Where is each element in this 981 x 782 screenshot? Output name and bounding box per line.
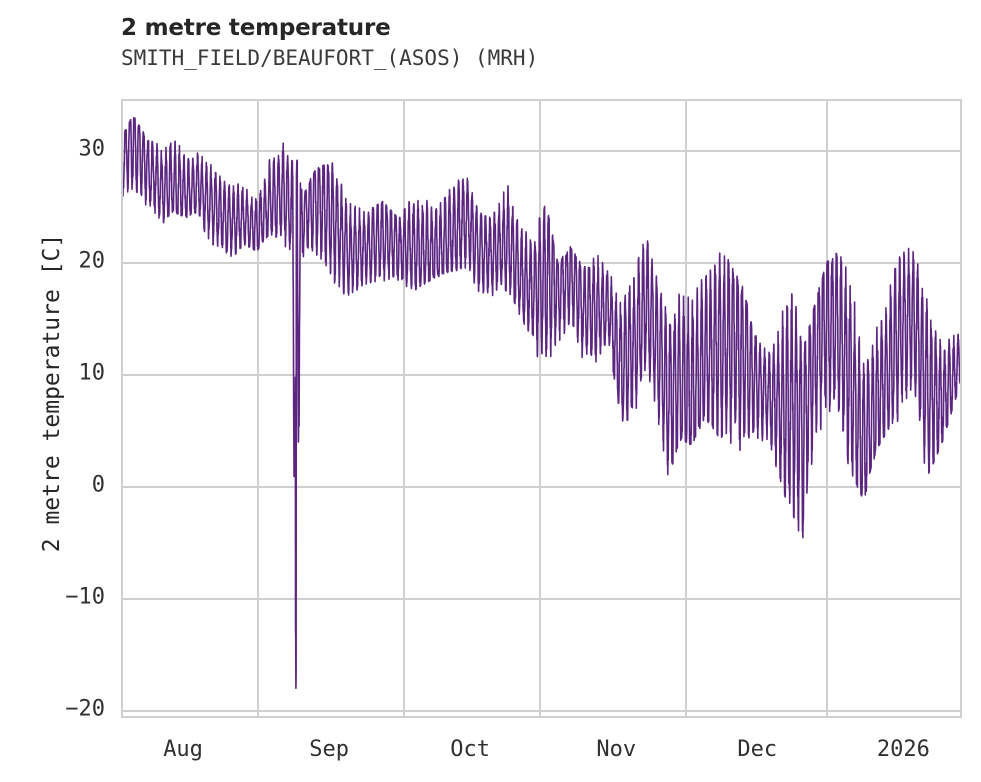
y-tick-label: −10 [65, 584, 105, 610]
y-tick-label: 30 [78, 136, 106, 162]
gridline-vertical [539, 101, 542, 716]
gridline-horizontal [123, 598, 960, 601]
gridline-vertical [826, 101, 829, 716]
y-axis-tick-labels: 30 20 10 0 −10 −20 [0, 99, 106, 722]
temperature-series [123, 101, 960, 716]
gridline-horizontal [123, 486, 960, 489]
x-tick-label: Nov [596, 737, 637, 762]
x-tick-label: Dec [737, 737, 778, 762]
gridline-horizontal [123, 262, 960, 265]
gridline-horizontal [123, 374, 960, 377]
gridline-horizontal [123, 710, 960, 713]
gridline-horizontal [123, 150, 960, 153]
y-tick-label: 20 [78, 248, 106, 274]
gridline-vertical [403, 101, 406, 716]
y-tick-label: 0 [91, 472, 105, 498]
chart-title: 2 metre temperature [121, 15, 391, 41]
series-line [123, 118, 960, 689]
x-axis-tick-labels: Aug Sep Oct Nov Dec 2026 [121, 737, 962, 771]
chart-subtitle: SMITH_FIELD/BEAUFORT_(ASOS) (MRH) [121, 46, 539, 70]
x-tick-label: Sep [309, 737, 350, 762]
y-tick-label: −20 [65, 696, 105, 722]
x-tick-label: Oct [450, 737, 491, 762]
gridline-vertical [257, 101, 260, 716]
x-tick-label: Aug [163, 737, 203, 762]
x-tick-label: 2026 [876, 737, 930, 762]
plot-area [121, 99, 962, 718]
title-block: 2 metre temperature SMITH_FIELD/BEAUFORT… [121, 14, 961, 72]
y-tick-label: 10 [78, 360, 106, 386]
